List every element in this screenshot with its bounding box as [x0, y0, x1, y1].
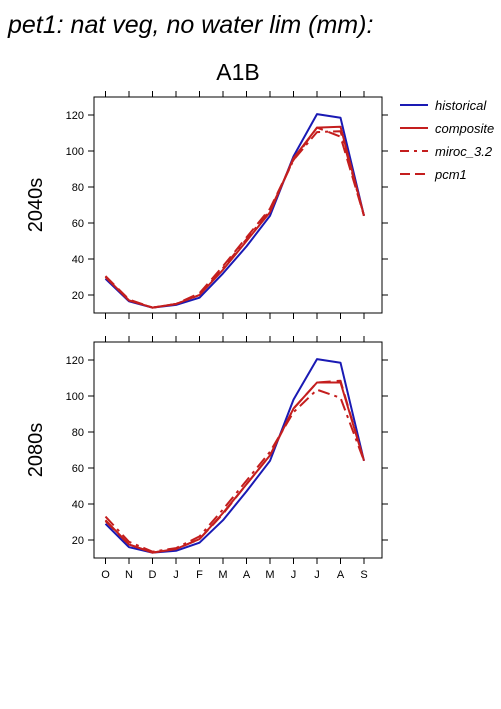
panel-2080s: 2080s 20 40 60 80 100 120 — [25, 336, 388, 564]
x-tick-label: J — [173, 569, 179, 581]
chart-title: pet1: nat veg, no water lim (mm): — [7, 11, 373, 39]
panel-2040s: 2040s 20 40 60 80 100 120 — [25, 91, 388, 319]
series-line-composite — [104, 125, 365, 309]
y-tick-label: 40 — [72, 499, 84, 511]
x-tick-label: M — [218, 569, 227, 581]
series-line-composite — [104, 381, 365, 554]
series-line-historical — [104, 358, 365, 554]
series-line-miroc-3-2 — [104, 130, 365, 309]
y-tick-label: 100 — [66, 391, 84, 403]
x-tick-label: F — [196, 569, 203, 581]
x-tick-label: O — [101, 569, 110, 581]
x-tick-label: D — [149, 569, 157, 581]
row-label-2080s: 2080s — [25, 423, 47, 478]
x-tick-label: A — [337, 569, 345, 581]
y-tick-label: 20 — [72, 290, 84, 302]
y-tick-label: 80 — [72, 427, 84, 439]
x-tick-label: N — [125, 569, 133, 581]
y-tick-label: 120 — [66, 355, 84, 367]
scenario-label: A1B — [216, 59, 259, 85]
x-tick-label: J — [314, 569, 320, 581]
y-tick-label: 60 — [72, 218, 84, 230]
legend-label: composite — [435, 121, 494, 136]
series-line-historical — [104, 113, 365, 309]
series-line-pcm1 — [104, 379, 365, 554]
row-label-2040s: 2040s — [25, 178, 47, 233]
y-tick-label: 80 — [72, 182, 84, 194]
y-tick-label: 100 — [66, 146, 84, 158]
legend: historical composite miroc_3.2 pcm1 — [400, 98, 494, 182]
legend-label: miroc_3.2 — [435, 144, 493, 159]
y-tick-label: 20 — [72, 535, 84, 547]
x-tick-label: S — [360, 569, 367, 581]
legend-label: pcm1 — [434, 167, 467, 182]
x-tick-label: M — [265, 569, 274, 581]
y-tick-label: 120 — [66, 110, 84, 122]
x-tick-label: J — [291, 569, 297, 581]
legend-label: historical — [435, 98, 487, 113]
series-line-pcm1 — [104, 126, 365, 309]
plot-frame — [93, 341, 383, 559]
x-tick-label: A — [243, 569, 251, 581]
y-tick-label: 60 — [72, 463, 84, 475]
y-tick-label: 40 — [72, 254, 84, 266]
series-line-miroc-3-2 — [104, 388, 365, 553]
plot-frame — [93, 96, 383, 314]
